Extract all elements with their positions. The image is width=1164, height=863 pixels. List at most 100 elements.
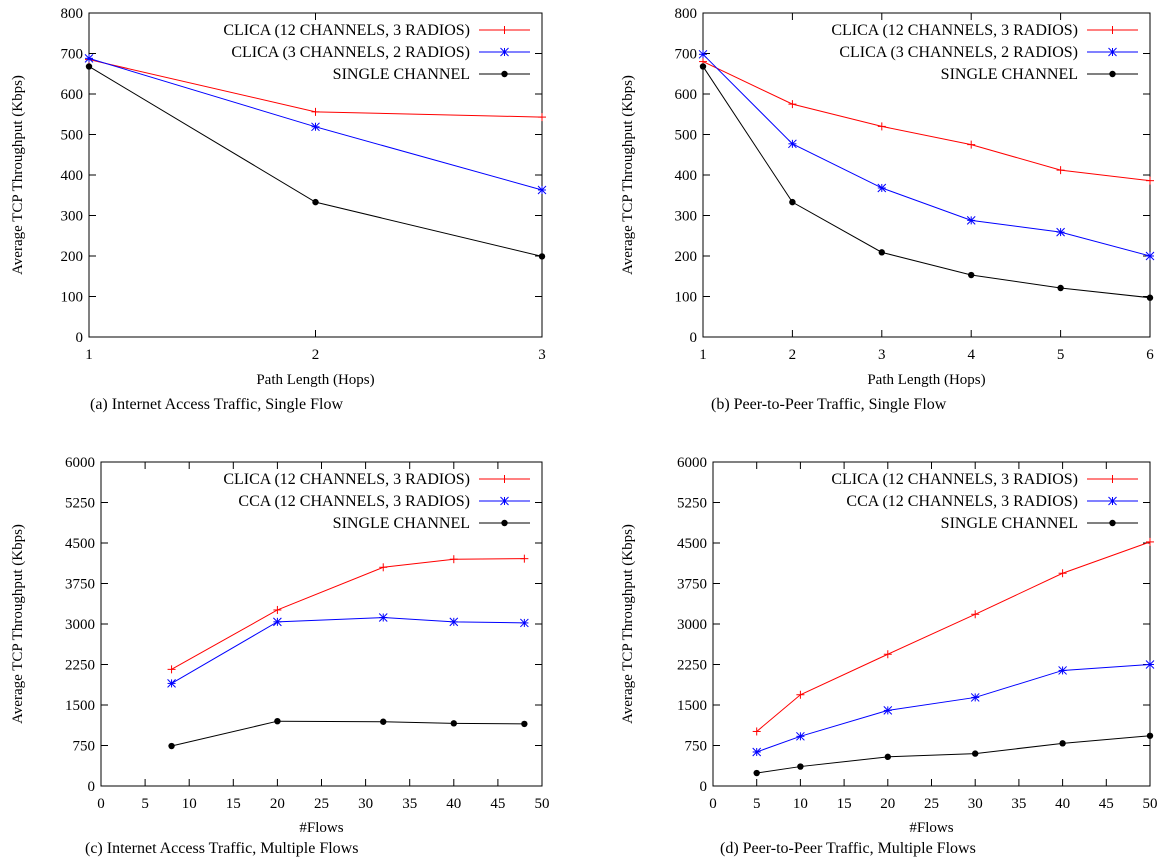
legend-label: CLICA (12 CHANNELS, 3 RADIOS) [831,22,1078,39]
x-tick-label: 15 [226,796,241,812]
data-point [520,618,529,628]
x-tick-label: 35 [402,796,417,812]
y-tick-label: 6000 [677,455,707,471]
data-point [1058,666,1067,675]
marker-star-d2 [84,54,94,63]
legend-item: SINGLE CHANNEL [333,515,530,532]
data-point [1145,660,1155,669]
y-tick-label: 2250 [677,658,707,674]
series-2 [753,732,1154,777]
data-point [449,555,458,564]
data-point [273,605,282,614]
y-tick-label: 800 [675,6,698,22]
x-tick-label: 10 [182,796,197,812]
y-axis-label: Average TCP Throughput (Kbps) [10,75,26,275]
x-axis-label: #Flows [299,820,343,836]
marker-dot [501,519,508,527]
y-tick-label: 0 [88,779,96,795]
marker-star-d2 [1108,47,1117,57]
x-axis-label: Path Length (Hops) [256,372,374,388]
legend-label: CLICA (3 CHANNELS, 2 RADIOS) [839,44,1078,61]
y-tick-label: 4500 [65,536,95,552]
marker-dot [380,718,387,725]
legend-item: CLICA (12 CHANNELS, 3 RADIOS) [831,471,1138,488]
chart-1: 0 100 200 300 400 500 600 700 800 1 2 3 4 5 6 Path Leng… [620,6,1155,413]
series-0 [752,537,1154,736]
marker-star-d2 [500,496,509,506]
x-tick-label: 15 [837,796,852,812]
x-tick-label: 45 [490,796,505,812]
marker-star-d2 [1058,666,1067,675]
data-point [1056,227,1065,237]
plot-frame [712,461,1151,787]
data-point [380,718,387,725]
data-point [884,753,891,761]
data-point [698,49,708,59]
y-tick-label: 500 [675,128,698,144]
legend: CLICA (12 CHANNELS, 3 RADIOS) CCA (12 CHA… [831,471,1138,532]
x-tick-label: 50 [1143,796,1158,812]
data-point [878,249,885,256]
marker-dot [878,249,885,256]
x-tick-label: 45 [1099,796,1114,812]
series-line [702,53,1151,257]
data-point [788,100,797,109]
marker-dot [1059,740,1066,747]
y-axis-label: Average TCP Throughput (Kbps) [620,524,636,724]
legend-label: CLICA (12 CHANNELS, 3 RADIOS) [223,471,470,488]
marker-dot [797,763,804,770]
data-point [968,271,975,279]
legend-label: CLICA (12 CHANNELS, 3 RADIOS) [831,471,1078,488]
y-tick-label: 500 [61,128,84,144]
chart-2: 0 750 1500 2250 3000 3750 4500 5250 6000 0 5 10 15 20… [10,455,550,857]
legend: CLICA (12 CHANNELS, 3 RADIOS) CCA (12 CHA… [223,471,530,532]
marker-star-d2 [877,183,887,193]
marker-dot [1057,284,1064,292]
y-tick-label: 800 [61,6,84,22]
marker-star-d2 [966,216,976,225]
y-tick-label: 750 [73,739,96,755]
data-point [883,650,892,659]
legend-item: CLICA (3 CHANNELS, 2 RADIOS) [839,44,1138,61]
y-tick-label: 2250 [65,658,95,674]
data-point [1058,569,1067,578]
data-point [970,693,980,702]
x-tick-label: 4 [967,347,975,363]
data-point [972,750,979,757]
x-tick-label: 6 [1146,347,1154,363]
legend-item: CLICA (12 CHANNELS, 3 RADIOS) [831,22,1138,39]
data-point [877,183,887,193]
legend-item: CLICA (12 CHANNELS, 3 RADIOS) [223,22,530,39]
marker-star-d2 [449,617,459,627]
marker-star-d2 [311,122,320,132]
y-tick-label: 3750 [677,577,707,593]
y-tick-label: 5250 [65,496,95,512]
marker-star-d2 [752,747,762,757]
y-tick-label: 200 [61,249,84,265]
plot-frame [88,12,543,338]
data-point [537,185,547,195]
y-axis-label: Average TCP Throughput (Kbps) [620,75,636,275]
x-tick-label: 30 [358,796,373,812]
x-tick-label: 3 [878,347,886,363]
series-1 [167,613,529,688]
y-tick-label: 600 [61,87,84,103]
chart-0: 0 100 200 300 400 500 600 700 800 1 2 3 Path Length … [10,6,547,413]
y-tick-label: 3000 [65,617,95,633]
data-point [699,63,707,70]
marker-dot [538,253,546,260]
plot-frame [100,461,543,787]
data-point [1146,732,1154,739]
legend-label: SINGLE CHANNEL [941,66,1078,83]
marker-dot [274,718,281,725]
series-1 [752,660,1155,757]
x-tick-label: 25 [924,796,939,812]
x-tick-label: 0 [97,796,105,812]
y-axis-label: Average TCP Throughput (Kbps) [10,524,26,724]
x-axis-label: Path Length (Hops) [867,372,985,388]
x-axis-label: #Flows [909,820,953,836]
y-tick-label: 3750 [65,577,95,593]
data-point [752,727,761,736]
data-point [752,747,762,757]
marker-dot [1146,732,1154,739]
